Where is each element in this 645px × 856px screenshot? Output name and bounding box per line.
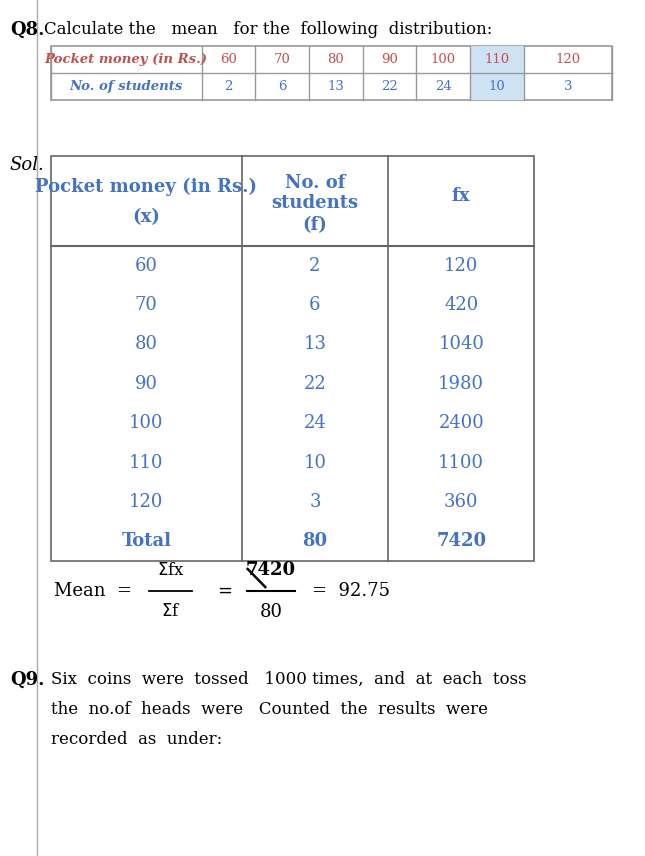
Text: =: = — [217, 582, 232, 600]
Text: Calculate the   mean   for the  following  distribution:: Calculate the mean for the following dis… — [44, 21, 492, 38]
Text: 420: 420 — [444, 296, 479, 314]
Text: 13: 13 — [328, 80, 344, 93]
Bar — [470, 46, 524, 100]
Text: 2: 2 — [309, 257, 321, 275]
Text: =  92.75: = 92.75 — [312, 582, 390, 600]
Text: 24: 24 — [304, 414, 326, 432]
Text: 120: 120 — [555, 53, 580, 66]
Text: (x): (x) — [132, 208, 160, 226]
Text: Q8.: Q8. — [10, 21, 45, 39]
Text: 360: 360 — [444, 493, 479, 511]
Text: 7420: 7420 — [246, 561, 296, 579]
Text: 22: 22 — [381, 80, 398, 93]
Text: 60: 60 — [135, 257, 158, 275]
Text: 110: 110 — [484, 53, 510, 66]
Text: 10: 10 — [488, 80, 505, 93]
Text: No. of students: No. of students — [70, 80, 183, 93]
Text: 10: 10 — [303, 454, 326, 472]
Text: 13: 13 — [303, 336, 326, 354]
Text: 80: 80 — [328, 53, 344, 66]
Text: 6: 6 — [278, 80, 286, 93]
Text: students: students — [272, 194, 359, 212]
Text: 80: 80 — [303, 532, 328, 550]
Text: 120: 120 — [129, 493, 163, 511]
Text: Sol.: Sol. — [10, 156, 45, 174]
Text: the  no.of  heads  were   Counted  the  results  were: the no.of heads were Counted the results… — [51, 701, 488, 718]
Text: 7420: 7420 — [436, 532, 486, 550]
Text: Pocket money (in Rs.): Pocket money (in Rs.) — [45, 53, 208, 66]
Text: 22: 22 — [304, 375, 326, 393]
Text: 100: 100 — [431, 53, 456, 66]
Text: 3: 3 — [564, 80, 572, 93]
Text: 80: 80 — [135, 336, 158, 354]
Text: Mean  =: Mean = — [54, 582, 132, 600]
Text: 90: 90 — [135, 375, 158, 393]
Text: 120: 120 — [444, 257, 479, 275]
Text: 2400: 2400 — [439, 414, 484, 432]
Text: 3: 3 — [309, 493, 321, 511]
Text: 80: 80 — [259, 603, 283, 621]
Text: $\Sigma$f: $\Sigma$f — [161, 603, 181, 620]
Text: fx: fx — [452, 187, 470, 205]
Bar — [51, 156, 534, 561]
Text: 1980: 1980 — [438, 375, 484, 393]
Text: 70: 70 — [135, 296, 158, 314]
Text: 1040: 1040 — [439, 336, 484, 354]
Text: 100: 100 — [129, 414, 164, 432]
Text: No. of: No. of — [284, 174, 345, 192]
Bar — [51, 46, 612, 100]
Text: 110: 110 — [129, 454, 164, 472]
Text: 2: 2 — [224, 80, 233, 93]
Text: recorded  as  under:: recorded as under: — [51, 731, 222, 748]
Text: Q9.: Q9. — [10, 671, 45, 689]
Text: Total: Total — [121, 532, 172, 550]
Text: Six  coins  were  tossed   1000 times,  and  at  each  toss: Six coins were tossed 1000 times, and at… — [51, 671, 526, 688]
Text: Pocket money (in Rs.): Pocket money (in Rs.) — [35, 178, 257, 196]
Text: 6: 6 — [309, 296, 321, 314]
Text: $\Sigma$fx: $\Sigma$fx — [157, 562, 184, 579]
Text: 60: 60 — [220, 53, 237, 66]
Text: 70: 70 — [274, 53, 291, 66]
Text: 24: 24 — [435, 80, 451, 93]
Text: 90: 90 — [381, 53, 398, 66]
Text: 1100: 1100 — [438, 454, 484, 472]
Text: (f): (f) — [303, 216, 328, 234]
